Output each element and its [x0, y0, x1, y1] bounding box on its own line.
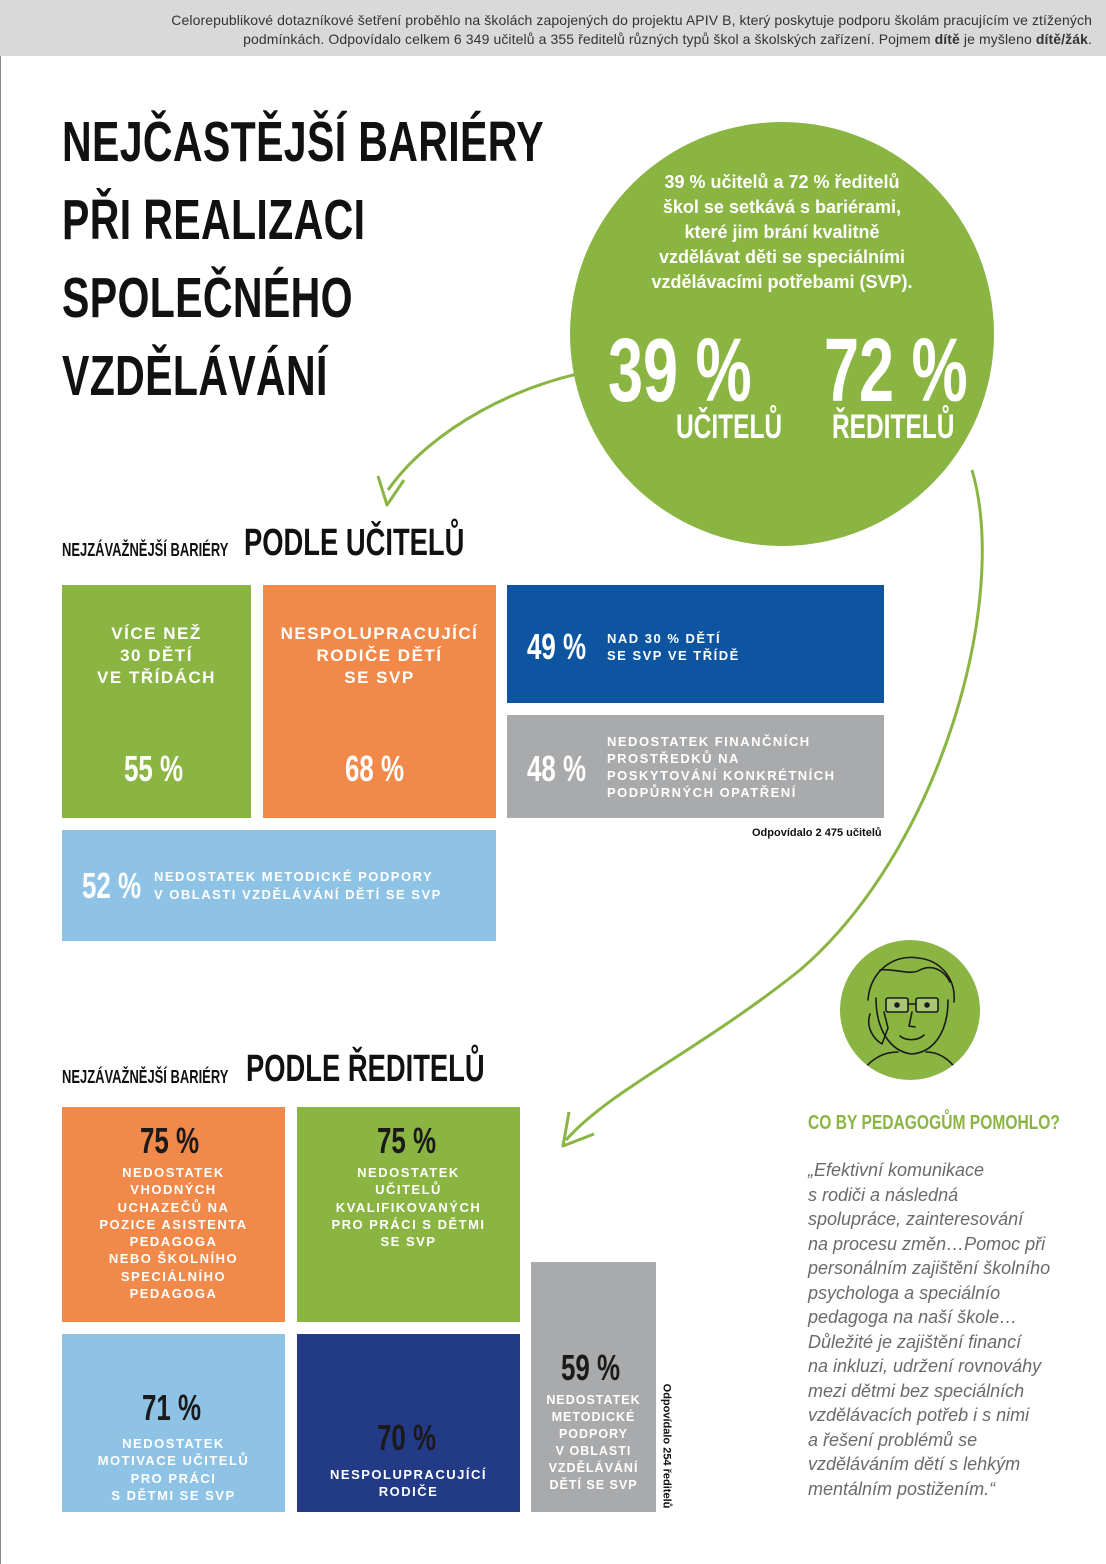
quote-heading: CO BY PEDAGOGŮM POMOHLO? [808, 1112, 1060, 1134]
tile-label: VÍCE NEŽ 30 DĚTÍ VE TŘÍDÁCH [97, 624, 216, 687]
arrow-to-directors [564, 469, 984, 1141]
teachers-label: UČITELŮ [676, 408, 783, 446]
teachers-tile-parents: NESPOLUPRACUJÍCÍ RODIČE DĚTÍ SE SVP 68 % [263, 585, 496, 818]
tile-percentage: 48 % [527, 748, 587, 789]
teachers-heading-big: PODLE UČITELŮ [244, 522, 465, 564]
tile-percentage: 71 % [142, 1387, 202, 1428]
directors-tile-assistants: 75 % NEDOSTATEK VHODNÝCH UCHAZEČŮ NA POZ… [62, 1107, 285, 1322]
intro-text: Celorepublikové dotazníkové šetření prob… [171, 12, 1092, 47]
summary-circle [570, 122, 994, 546]
page-title-line-2: PŘI REALIZACI [62, 188, 366, 252]
teachers-heading-small: NEJZÁVAŽNĚJŠÍ BARIÉRY [62, 540, 229, 560]
directors-heading-small: NEJZÁVAŽNĚJŠÍ BARIÉRY [62, 1067, 229, 1087]
summary-text: 39 % učitelů a 72 % ředitelů škol se set… [651, 172, 913, 292]
directors-respondents-note: Odpovídalo 254 ředitelů [660, 1383, 673, 1509]
tile-percentage: 52 % [82, 865, 142, 906]
teachers-tile-svp-share: 49 % NAD 30 % DĚTÍ SE SVP VE TŘÍDĚ [507, 585, 884, 703]
teachers-percentage: 39 % [608, 321, 752, 421]
page-title-line-4: VZDĚLÁVÁNÍ [62, 344, 328, 408]
tile-label: NEDOSTATEK MOTIVACE UČITELŮ PRO PRÁCI S … [97, 1436, 250, 1503]
directors-tile-parents: 70 % NESPOLUPRACUJÍCÍ RODIČE [297, 1334, 520, 1512]
page-title-line-3: SPOLEČNÉHO [62, 266, 353, 330]
directors-tile-methodology: 59 % NEDOSTATEK METODICKÉ PODPORY V OBLA… [531, 1262, 656, 1512]
directors-label: ŘEDITELŮ [832, 408, 955, 446]
directors-heading-big: PODLE ŘEDITELŮ [246, 1048, 485, 1090]
directors-tile-qualified: 75 % NEDOSTATEK UČITELŮ KVALIFIKOVANÝCH … [297, 1107, 520, 1322]
tile-percentage: 75 % [140, 1120, 200, 1161]
tile-label: NAD 30 % DĚTÍ SE SVP VE TŘÍDĚ [607, 631, 740, 663]
tile-label: NESPOLUPRACUJÍCÍ RODIČE [330, 1467, 487, 1500]
directors-tile-motivation: 71 % NEDOSTATEK MOTIVACE UČITELŮ PRO PRÁ… [62, 1334, 285, 1512]
tile-label: NEDOSTATEK METODICKÉ PODPORY V OBLASTI V… [546, 1393, 641, 1492]
tile-label: NEDOSTATEK FINANČNÍCH PROSTŘEDKŮ NA POSK… [607, 734, 836, 800]
directors-percentage: 72 % [824, 321, 968, 421]
arrow-head-teachers [376, 475, 406, 507]
tile-percentage: 55 % [124, 748, 184, 789]
tile-label: NEDOSTATEK UČITELŮ KVALIFIKOVANÝCH PRO P… [331, 1165, 486, 1250]
teachers-tile-class-size: VÍCE NEŽ 30 DĚTÍ VE TŘÍDÁCH 55 % [62, 585, 251, 818]
tile-percentage: 70 % [377, 1417, 437, 1458]
intro-bar: Celorepublikové dotazníkové šetření prob… [0, 0, 1106, 56]
teachers-respondents-note: Odpovídalo 2 475 učitelů [752, 827, 882, 839]
tile-percentage: 49 % [527, 626, 587, 667]
teacher-illustration [840, 940, 980, 1080]
tile-label: NESPOLUPRACUJÍCÍ RODIČE DĚTÍ SE SVP [280, 624, 479, 687]
teachers-tile-methodology: 52 % NEDOSTATEK METODICKÉ PODPORY V OBLA… [62, 830, 496, 941]
teachers-tile-finance: 48 % NEDOSTATEK FINANČNÍCH PROSTŘEDKŮ NA… [507, 715, 884, 818]
tile-label: NEDOSTATEK METODICKÉ PODPORY V OBLASTI V… [154, 869, 442, 902]
arrow-head-directors [561, 1111, 595, 1148]
tile-label: NEDOSTATEK VHODNÝCH UCHAZEČŮ NA POZICE A… [99, 1165, 248, 1302]
page-title-line-1: NEJČASTĚJŠÍ BARIÉRY [62, 110, 544, 174]
tile-percentage: 68 % [345, 748, 405, 789]
page-border [0, 56, 1, 1564]
tile-percentage: 75 % [377, 1120, 437, 1161]
teacher-quote: „Efektivní komunikace s rodiči a následn… [808, 1160, 1051, 1499]
tile-percentage: 59 % [561, 1347, 621, 1388]
